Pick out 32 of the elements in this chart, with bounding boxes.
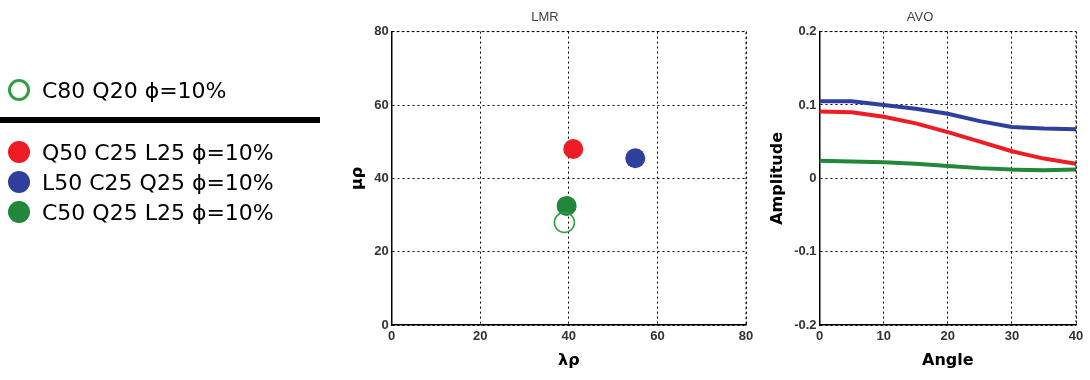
y-tick-label: 0.1 — [798, 96, 817, 112]
x-tick-label: 40 — [561, 327, 577, 343]
legend-label: C50 Q25 L25 ϕ=10% — [42, 199, 274, 225]
point — [563, 139, 584, 160]
x-tick-label: 80 — [738, 327, 754, 343]
y-tick-label: -0.1 — [794, 243, 817, 259]
x-axis-title: λρ — [558, 349, 580, 369]
y-tick-label: 20 — [374, 243, 389, 259]
x-tick-label: 10 — [876, 327, 891, 343]
x-tick-label: 60 — [650, 327, 665, 343]
y-tick-label: 40 — [374, 169, 389, 185]
x-tick-label: 40 — [1068, 327, 1084, 343]
legend-label: L50 C25 Q25 ϕ=10% — [42, 169, 274, 195]
y-axis-title: Amplitude — [766, 131, 786, 225]
chart-title: AVO — [906, 9, 934, 25]
x-tick-label: 20 — [473, 327, 488, 343]
y-tick-label: 80 — [374, 23, 389, 39]
legend-label: C80 Q20 ϕ=10% — [42, 77, 227, 103]
legend-label: Q50 C25 L25 ϕ=10% — [42, 139, 274, 165]
x-axis-title: Angle — [922, 349, 974, 369]
y-axis-title: μρ — [346, 166, 366, 191]
x-tick-label: 30 — [1004, 327, 1020, 343]
point — [553, 211, 576, 234]
x-tick-label: 20 — [940, 327, 956, 343]
y-tick-label: 0.2 — [798, 23, 817, 39]
y-tick-label: 0 — [381, 316, 389, 332]
point — [625, 148, 646, 169]
y-tick-label: 60 — [374, 96, 389, 112]
chart-title: LMR — [531, 9, 559, 25]
y-tick-label: -0.2 — [794, 316, 817, 332]
point — [556, 195, 577, 216]
y-tick-label: 0 — [809, 169, 817, 185]
